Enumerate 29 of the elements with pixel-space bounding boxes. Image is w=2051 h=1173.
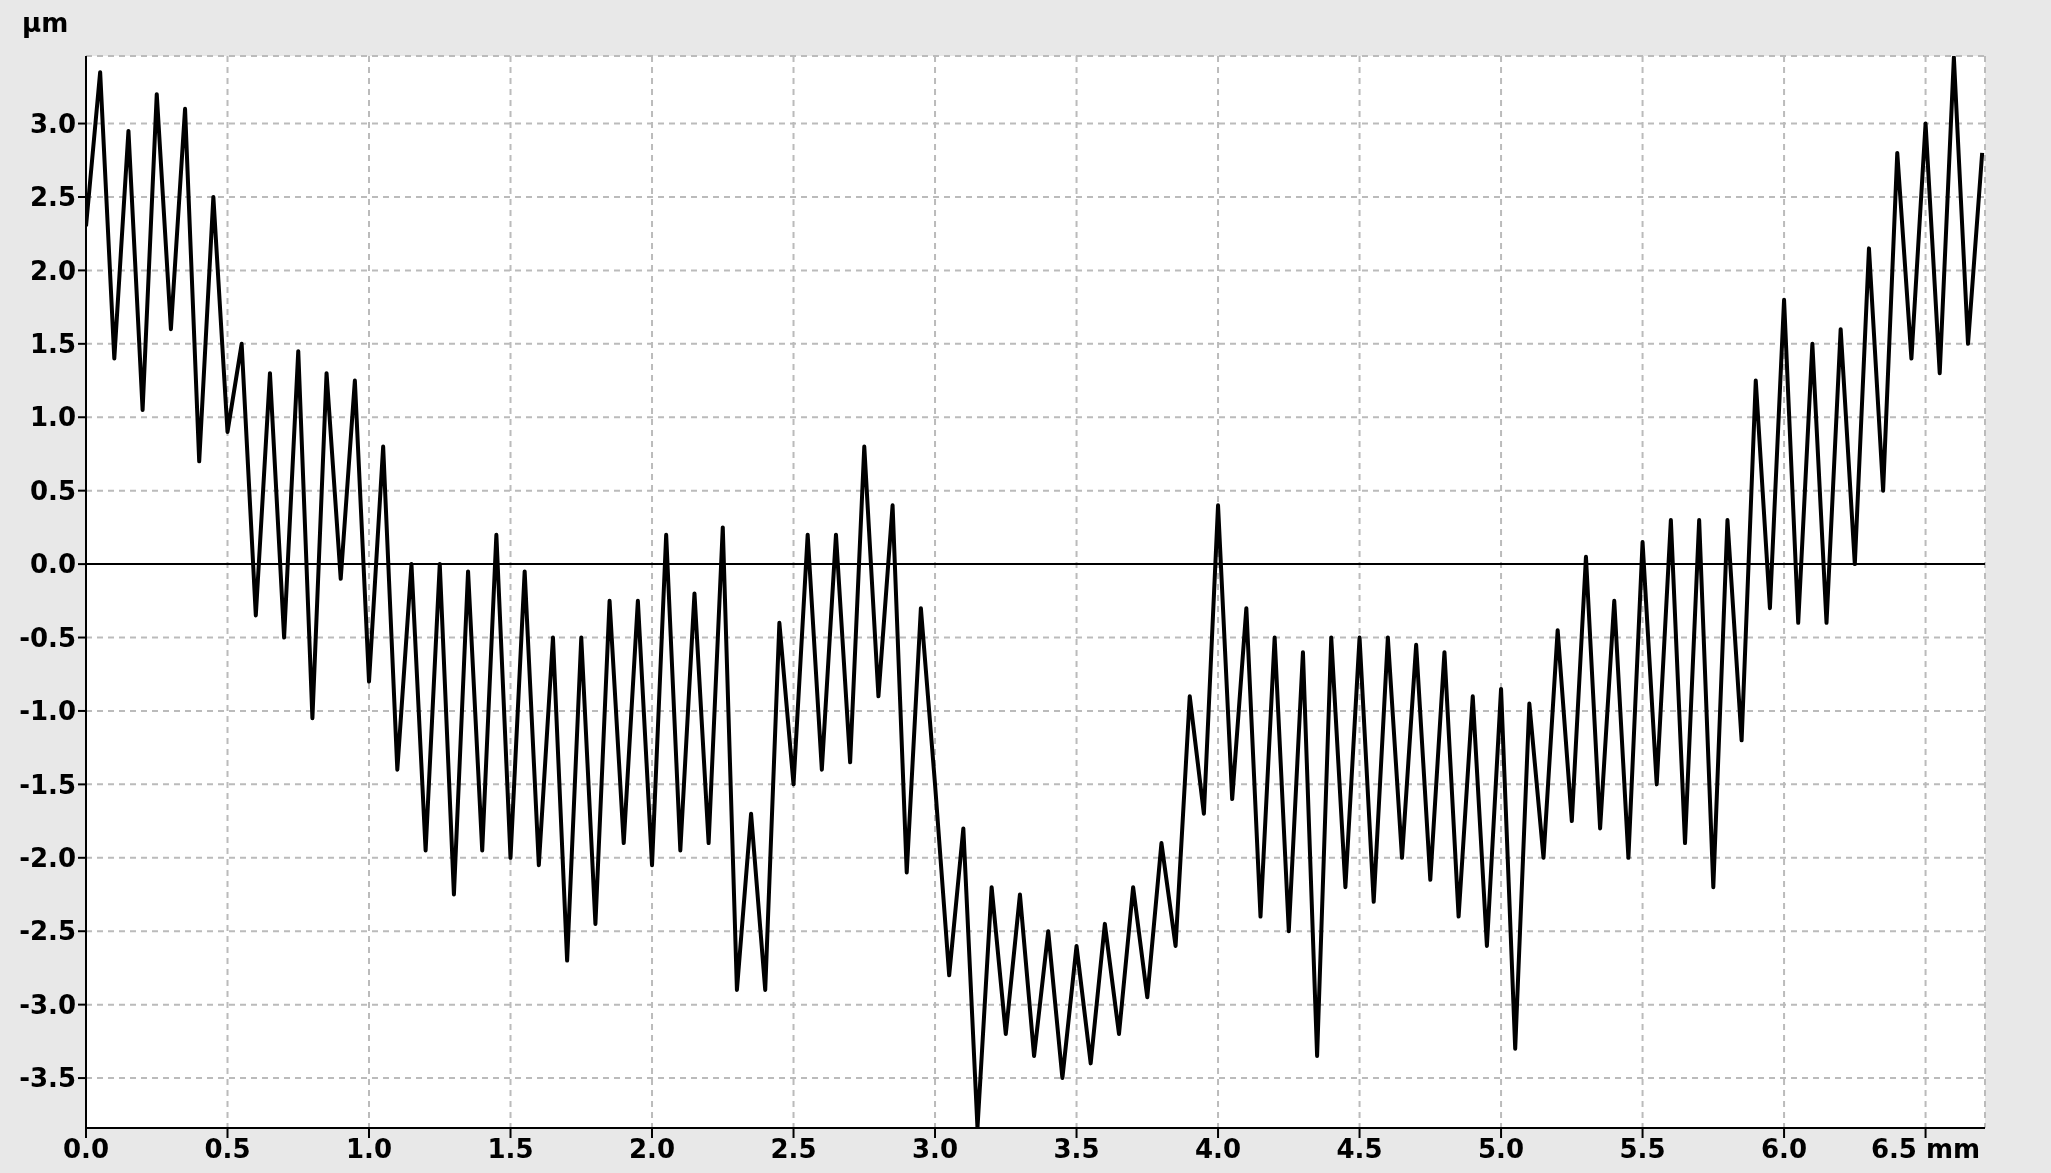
y-tick-label: 1.0 bbox=[29, 402, 76, 433]
x-tick-label: 3.5 bbox=[1053, 1134, 1100, 1165]
y-tick-label: -3.5 bbox=[19, 1063, 76, 1094]
y-tick-label: -1.0 bbox=[19, 696, 76, 727]
y-tick-label: 2.0 bbox=[29, 255, 76, 286]
y-tick-label: -0.5 bbox=[19, 622, 76, 653]
y-tick-label: -2.0 bbox=[19, 843, 76, 874]
x-tick-label: 0.5 bbox=[204, 1134, 251, 1165]
x-tick-label: 2.0 bbox=[628, 1134, 676, 1165]
x-tick-label: 4.0 bbox=[1195, 1134, 1242, 1165]
y-tick-label: -1.5 bbox=[19, 769, 76, 800]
y-tick-label: 2.5 bbox=[29, 182, 76, 213]
y-tick-label: 0.5 bbox=[29, 475, 76, 506]
x-tick-label: 6.0 bbox=[1761, 1134, 1808, 1165]
x-tick-label: 5.5 bbox=[1619, 1134, 1666, 1165]
x-tick-label: 6.5 mm bbox=[1870, 1134, 1981, 1165]
y-tick-label: -2.5 bbox=[19, 916, 76, 947]
y-tick-label: 0.0 bbox=[29, 549, 76, 580]
y-axis-title: µm bbox=[22, 8, 69, 38]
y-tick-label: 1.5 bbox=[29, 329, 76, 360]
x-tick-label: 2.5 bbox=[770, 1134, 817, 1165]
x-tick-label: 1.5 bbox=[487, 1134, 534, 1165]
x-tick-label: 0.0 bbox=[62, 1134, 110, 1165]
x-tick-label: 3.0 bbox=[912, 1134, 959, 1165]
x-tick-label: 4.5 bbox=[1336, 1134, 1383, 1165]
x-tick-label: 1.0 bbox=[345, 1134, 393, 1165]
y-tick-label: -3.0 bbox=[19, 989, 76, 1020]
x-tick-label: 5.0 bbox=[1478, 1134, 1525, 1165]
y-tick-label: 3.0 bbox=[29, 108, 76, 139]
